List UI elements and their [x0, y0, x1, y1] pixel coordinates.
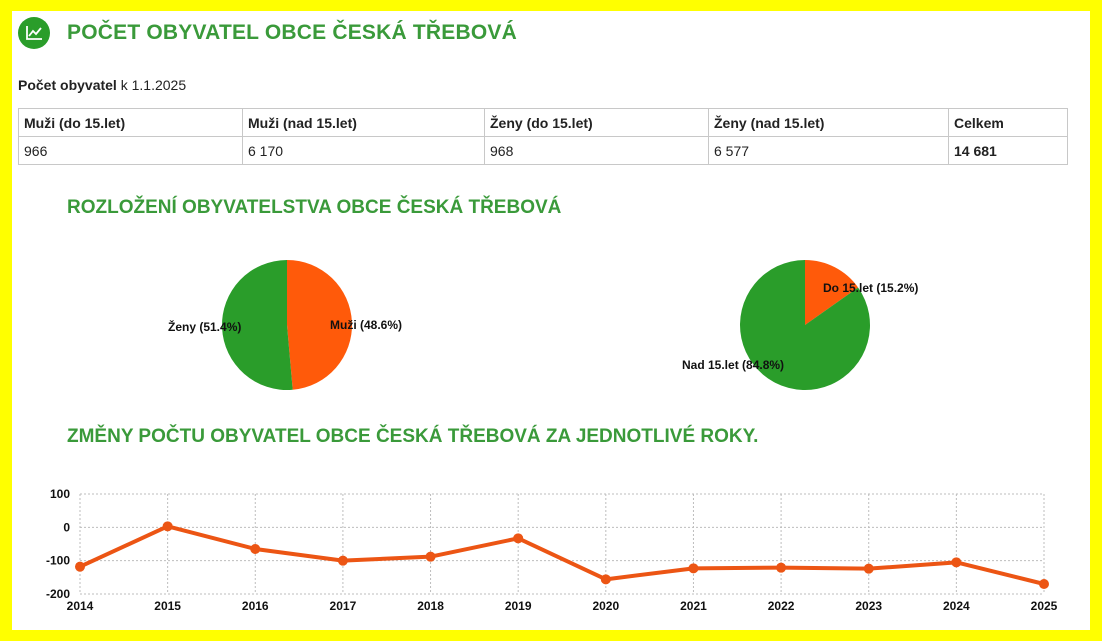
table-cell: 968 — [484, 136, 709, 165]
y-tick-label: 100 — [50, 487, 70, 501]
changes-title: ZMĚNY POČTU OBYVATEL OBCE ČESKÁ TŘEBOVÁ … — [67, 426, 759, 447]
pie-slice — [805, 260, 859, 325]
x-tick-label: 2022 — [768, 599, 795, 613]
x-tick-label: 2014 — [67, 599, 94, 613]
data-point — [337, 555, 348, 566]
page-title: POČET OBYVATEL OBCE ČESKÁ TŘEBOVÁ — [67, 21, 517, 44]
page-header: POČET OBYVATEL OBCE ČESKÁ TŘEBOVÁ — [18, 17, 517, 49]
x-tick-label: 2017 — [330, 599, 357, 613]
population-table: Muži (do 15.let) Muži (nad 15.let) Ženy … — [18, 108, 1068, 165]
data-point — [513, 533, 524, 544]
col-header: Ženy (do 15.let) — [484, 108, 709, 137]
data-point — [600, 574, 611, 585]
table-row: 966 6 170 968 6 577 14 681 — [18, 136, 1068, 165]
data-point — [425, 551, 436, 562]
population-date: k 1.1.2025 — [116, 77, 187, 93]
x-tick-label: 2016 — [242, 599, 269, 613]
data-point — [75, 561, 85, 572]
data-point — [162, 521, 173, 532]
pie-slice-label: Ženy (51.4%) — [168, 319, 241, 334]
data-point — [863, 563, 874, 574]
x-tick-label: 2024 — [943, 599, 970, 613]
data-point — [250, 544, 261, 554]
x-tick-label: 2021 — [680, 599, 707, 613]
x-tick-label: 2020 — [592, 599, 619, 613]
pie-slice-label: Nad 15.let (84.8%) — [682, 358, 784, 372]
pie-slice — [222, 260, 293, 390]
x-tick-label: 2019 — [505, 599, 532, 613]
age-pie-chart: Do 15.let (15.2%) Nad 15.let (84.8%) — [682, 260, 918, 390]
table-cell: 6 577 — [708, 136, 949, 165]
pie-slice-label: Do 15.let (15.2%) — [823, 281, 918, 295]
pie-slice — [287, 260, 353, 390]
population-label: Počet obyvatel — [18, 77, 117, 93]
data-point — [688, 563, 699, 574]
y-tick-label: -200 — [46, 587, 70, 601]
table-cell: 6 170 — [242, 136, 485, 165]
chart-line-icon — [18, 17, 50, 49]
y-tick-label: 0 — [63, 520, 70, 534]
x-tick-label: 2023 — [855, 599, 882, 613]
col-header: Muži (do 15.let) — [18, 108, 243, 137]
data-point — [776, 562, 787, 573]
pie-slice-label: Muži (48.6%) — [330, 318, 402, 332]
data-point — [951, 557, 962, 568]
x-tick-label: 2015 — [154, 599, 181, 613]
table-cell-total: 14 681 — [948, 136, 1068, 165]
col-header: Muži (nad 15.let) — [242, 108, 485, 137]
pie-slice — [740, 260, 870, 390]
gender-pie-chart: Muži (48.6%) Ženy (51.4%) — [168, 260, 402, 390]
distribution-title: ROZLOŽENÍ OBYVATELSTVA OBCE ČESKÁ TŘEBOV… — [67, 197, 562, 218]
data-point — [1039, 579, 1049, 589]
x-tick-label: 2018 — [417, 599, 444, 613]
table-header-row: Muži (do 15.let) Muži (nad 15.let) Ženy … — [18, 108, 1068, 137]
y-tick-label: -100 — [46, 554, 70, 568]
col-header: Ženy (nad 15.let) — [708, 108, 949, 137]
table-cell: 966 — [18, 136, 243, 165]
series-line — [79, 524, 1045, 586]
col-header: Celkem — [948, 108, 1068, 137]
x-tick-label: 2025 — [1031, 599, 1058, 613]
population-date-label: Počet obyvatel k 1.1.2025 — [18, 77, 186, 93]
